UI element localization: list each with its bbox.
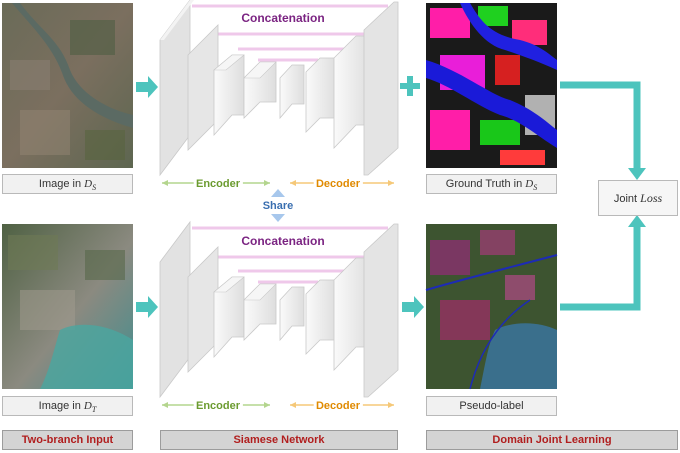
arrowhead — [162, 180, 168, 186]
arrowhead — [290, 402, 296, 408]
encoder-block — [213, 276, 245, 359]
target-image — [2, 224, 133, 389]
arrowhead — [162, 402, 168, 408]
encoder-block — [279, 64, 305, 120]
encoder-block — [243, 283, 277, 341]
decoder-block — [363, 1, 399, 176]
decoder-block — [305, 57, 337, 133]
source-image — [2, 3, 133, 168]
decoder-label: Decoder — [316, 178, 361, 190]
encoder-block — [243, 61, 277, 119]
connector-to-loss-bottom — [560, 215, 646, 311]
encoder-block — [213, 54, 245, 137]
section-label-input: Two-branch Input — [2, 430, 133, 450]
siamese-network-bottom: Concatenation Encoder Decoder — [159, 220, 399, 415]
encoder-block — [279, 286, 305, 342]
concatenation-label: Concatenation — [241, 234, 324, 248]
arrowhead — [264, 180, 270, 186]
encoder-block — [187, 246, 219, 373]
section-label-learning: Domain Joint Learning — [426, 430, 678, 450]
target-image-caption: Image in DT — [2, 396, 133, 416]
decoder-block — [305, 279, 337, 355]
joint-loss-box: Joint Loss — [598, 180, 678, 216]
plus-icon — [400, 76, 420, 96]
encoder-block — [187, 24, 219, 151]
share-label: Share — [263, 200, 294, 212]
siamese-network-top: Concatenation Encoder Decoder — [159, 0, 399, 193]
arrowhead — [388, 402, 394, 408]
source-image-caption: Image in DS — [2, 174, 133, 194]
section-label-network: Siamese Network — [160, 430, 398, 450]
decoder-label: Decoder — [316, 400, 361, 412]
encoder-label: Encoder — [196, 178, 241, 190]
ground-truth-caption: Ground Truth in DS — [426, 174, 557, 194]
input-arrow-bottom — [136, 296, 158, 318]
input-arrow-top — [136, 76, 158, 98]
encoder-label: Encoder — [196, 400, 241, 412]
encoder-block — [159, 220, 191, 399]
ground-truth-image — [426, 3, 557, 168]
connector-to-loss-top — [560, 81, 646, 180]
pseudo-label-image — [425, 224, 558, 390]
arrowhead — [388, 180, 394, 186]
share-indicator: Share — [263, 189, 294, 222]
pseudo-label-caption: Pseudo-label — [426, 396, 557, 416]
output-arrow-bottom — [402, 296, 424, 318]
decoder-block — [363, 223, 399, 398]
arrowhead — [264, 402, 270, 408]
concatenation-label: Concatenation — [241, 11, 324, 25]
arrowhead — [290, 180, 296, 186]
